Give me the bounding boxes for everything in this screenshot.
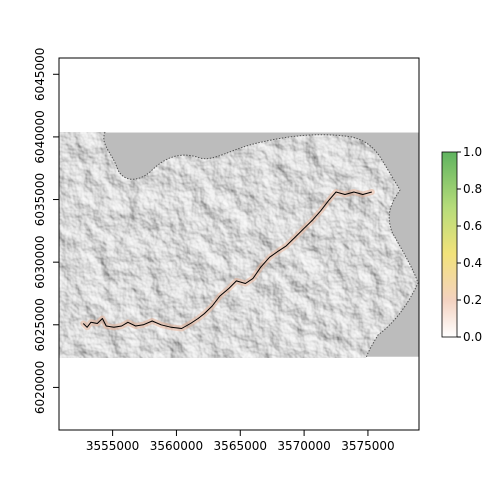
colorbar-ramp: [441, 151, 458, 338]
colorbar-tick-label: 1.0: [463, 145, 482, 159]
y-tick-label: 6035000: [33, 173, 47, 226]
colorbar: 0.0 0.2 0.4 0.6 0.8 1.0: [441, 145, 482, 344]
y-tick-label: 6040000: [33, 110, 47, 163]
colorbar-ticks: 0.0 0.2 0.4 0.6 0.8 1.0: [457, 145, 482, 344]
y-tick-label: 6020000: [33, 361, 47, 414]
colorbar-tick-label: 0.2: [463, 293, 482, 307]
colorbar-tick-label: 0.6: [463, 219, 482, 233]
y-tick-label: 6025000: [33, 298, 47, 351]
x-tick-label: 3560000: [150, 439, 203, 453]
colorbar-tick-label: 0.0: [463, 330, 482, 344]
colorbar-tick-label: 0.8: [463, 182, 482, 196]
hillshade-texture: [59, 132, 418, 358]
x-tick-label: 3570000: [277, 439, 330, 453]
y-tick-label: 6030000: [33, 235, 47, 288]
coastline: [103, 131, 419, 359]
colorbar-tick-label: 0.4: [463, 256, 482, 270]
x-tick-label: 3575000: [341, 439, 394, 453]
y-tick-label: 6045000: [33, 48, 47, 101]
y-axis: 6020000 6025000 6030000 6035000 6040000 60450…: [33, 48, 60, 414]
x-tick-label: 3555000: [86, 439, 139, 453]
least-cost-path: [82, 191, 372, 329]
x-tick-label: 3565000: [214, 439, 267, 453]
raster-layer: [59, 131, 419, 359]
x-axis: 3555000 3560000 3565000 3570000 3575000: [86, 429, 395, 453]
